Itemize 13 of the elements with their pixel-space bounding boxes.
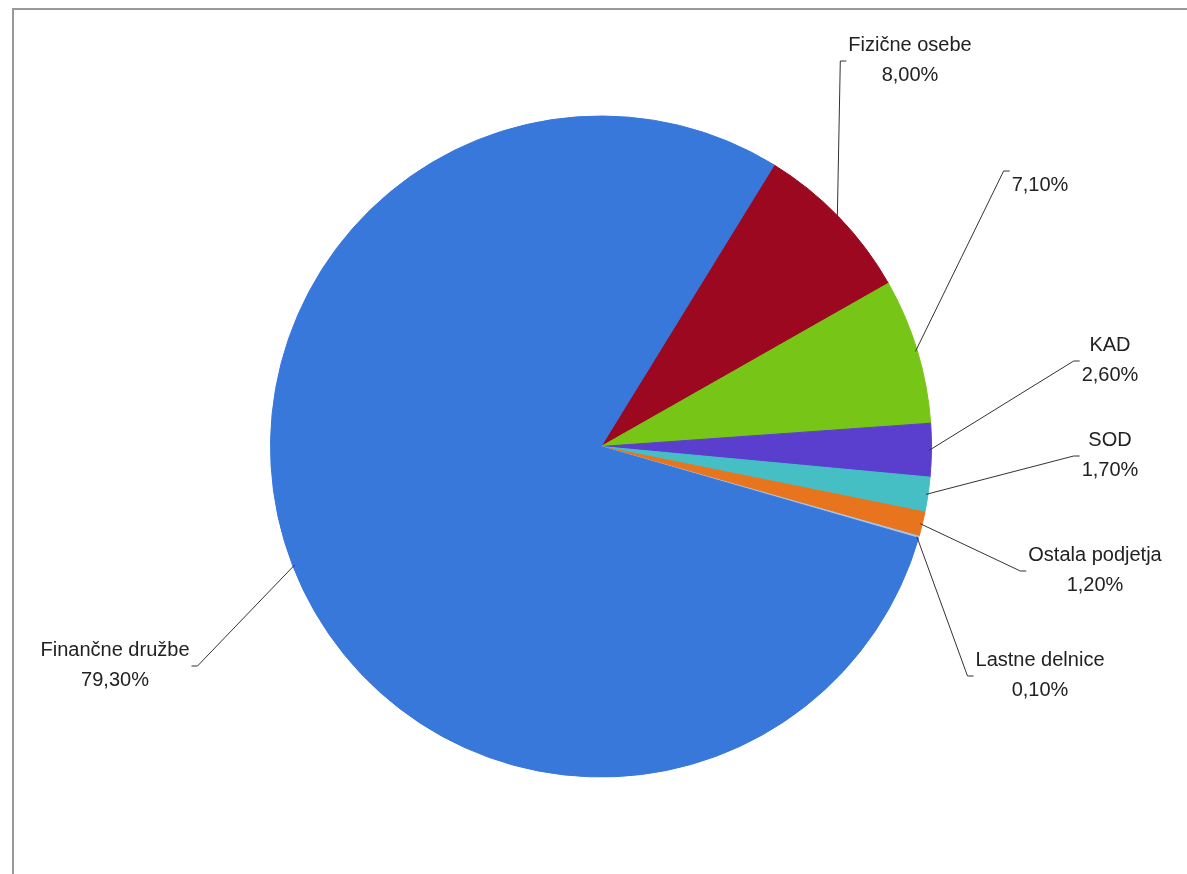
data-label: 7,10% bbox=[1011, 172, 1069, 195]
data-label: 1,70% bbox=[1081, 457, 1139, 480]
data-label: 8,00% bbox=[881, 62, 939, 85]
data-label: 2,60% bbox=[1081, 362, 1139, 385]
data-label: 0,10% bbox=[1011, 677, 1069, 700]
slice-label: Finančne družbe bbox=[40, 637, 190, 660]
slice-label: KAD bbox=[1089, 332, 1131, 355]
slice-label: Fizične osebe bbox=[848, 32, 972, 55]
data-label: 79,30% bbox=[81, 667, 150, 690]
data-label: 1,20% bbox=[1066, 572, 1124, 595]
slice-label: Ostala podjetja bbox=[1028, 542, 1163, 565]
slice-label: Lastne delnice bbox=[975, 647, 1105, 670]
slice-label: SOD bbox=[1088, 427, 1132, 450]
